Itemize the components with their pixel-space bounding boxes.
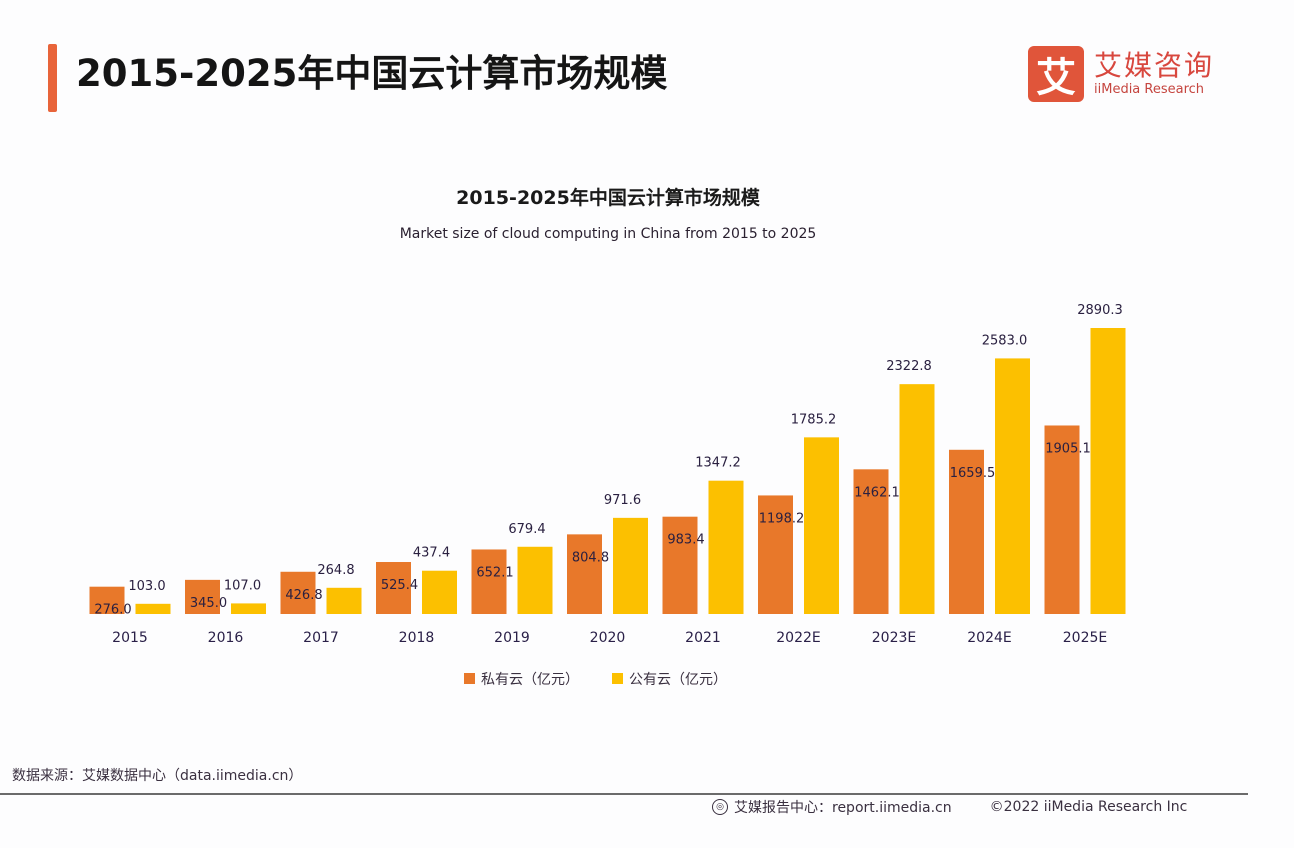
report-center-link[interactable]: 艾媒报告中心：report.iimedia.cn	[734, 800, 952, 816]
legend-label-private: 私有云（亿元）	[481, 672, 579, 688]
bar-public-2023E	[899, 384, 935, 614]
label-public-2017: 264.8	[317, 563, 354, 578]
x-tick-2016: 2016	[208, 630, 244, 646]
bar-private-2016	[185, 579, 220, 614]
x-tick-2015: 2015	[112, 630, 148, 646]
copyright: ©2022 iiMedia Research Inc	[989, 799, 1188, 815]
label-public-2023E: 2322.8	[886, 359, 932, 374]
globe-icon: ◎	[712, 799, 728, 815]
title-accent-bar	[48, 44, 57, 112]
bar-private-2019	[471, 549, 507, 614]
bar-private-2018	[376, 562, 411, 614]
bar-private-2024E	[949, 449, 984, 614]
brand-logo: 艾 艾媒咨询 iiMedia Research	[1028, 46, 1214, 102]
bar-private-2020	[567, 534, 602, 614]
label-private-2025E: 1905.1	[1045, 441, 1091, 456]
label-private-2017: 426.8	[285, 588, 322, 603]
label-private-2023E: 1462.1	[854, 485, 900, 500]
x-tick-2024E: 2024E	[967, 630, 1011, 646]
bar-public-2017	[326, 587, 362, 614]
label-private-2016: 345.0	[190, 596, 227, 611]
chart-subtitle: Market size of cloud computing in China …	[400, 226, 817, 242]
bar-public-2020	[613, 517, 648, 614]
bar-private-2017	[280, 571, 316, 614]
bar-private-2015	[89, 586, 125, 614]
x-tick-2023E: 2023E	[872, 630, 916, 646]
footer-divider	[0, 793, 1248, 795]
label-private-2024E: 1659.5	[950, 466, 996, 481]
bar-public-2021	[708, 480, 744, 614]
label-private-2020: 804.8	[572, 550, 609, 565]
legend-swatch-private	[464, 673, 475, 684]
logo-mark-icon: 艾	[1028, 46, 1084, 102]
x-tick-2017: 2017	[303, 630, 339, 646]
footer: ◎ 艾媒报告中心：report.iimedia.cn ©2022 iiMedia…	[712, 797, 1187, 817]
x-tick-2025E: 2025E	[1063, 630, 1107, 646]
label-public-2020: 971.6	[604, 493, 641, 508]
logo-name-cn: 艾媒咨询	[1094, 49, 1215, 82]
label-private-2015: 276.0	[94, 603, 131, 618]
label-public-2016: 107.0	[224, 578, 261, 593]
label-public-2015: 103.0	[128, 579, 165, 594]
label-private-2018: 525.4	[381, 578, 418, 593]
bar-private-2021	[662, 516, 698, 614]
legend-label-public: 公有云（亿元）	[629, 672, 727, 688]
x-tick-2021: 2021	[685, 630, 721, 646]
x-tick-2020: 2020	[590, 630, 626, 646]
label-public-2018: 437.4	[413, 546, 450, 561]
label-public-2022E: 1785.2	[791, 412, 837, 427]
data-source: 数据来源：艾媒数据中心（data.iimedia.cn）	[12, 768, 303, 784]
x-tick-2019: 2019	[494, 630, 530, 646]
legend-swatch-public	[612, 673, 623, 684]
bar-public-2019	[517, 546, 553, 614]
bar-public-2015	[135, 603, 171, 614]
label-public-2019: 679.4	[508, 522, 545, 537]
label-private-2022E: 1198.2	[759, 511, 805, 526]
logo-name-en: iiMedia Research	[1094, 82, 1205, 97]
label-private-2021: 983.4	[667, 533, 704, 548]
label-public-2025E: 2890.3	[1077, 303, 1123, 318]
x-tick-2018: 2018	[399, 630, 435, 646]
x-tick-2022E: 2022E	[776, 630, 820, 646]
bar-public-2018	[422, 570, 457, 614]
label-private-2019: 652.1	[476, 565, 513, 580]
bar-public-2016	[231, 603, 266, 614]
bar-private-2023E	[853, 469, 889, 614]
bar-private-2022E	[758, 495, 793, 614]
chart-title: 2015-2025年中国云计算市场规模	[456, 186, 761, 209]
label-public-2024E: 2583.0	[982, 333, 1028, 348]
bar-public-2025E	[1090, 328, 1126, 614]
bar-private-2025E	[1044, 425, 1080, 614]
chart-legend: 私有云（亿元） 公有云（亿元）	[464, 672, 727, 688]
bar-public-2024E	[995, 358, 1030, 614]
bar-public-2022E	[804, 437, 839, 614]
label-public-2021: 1347.2	[695, 456, 741, 471]
page-title: 2015-2025年中国云计算市场规模	[76, 52, 668, 95]
